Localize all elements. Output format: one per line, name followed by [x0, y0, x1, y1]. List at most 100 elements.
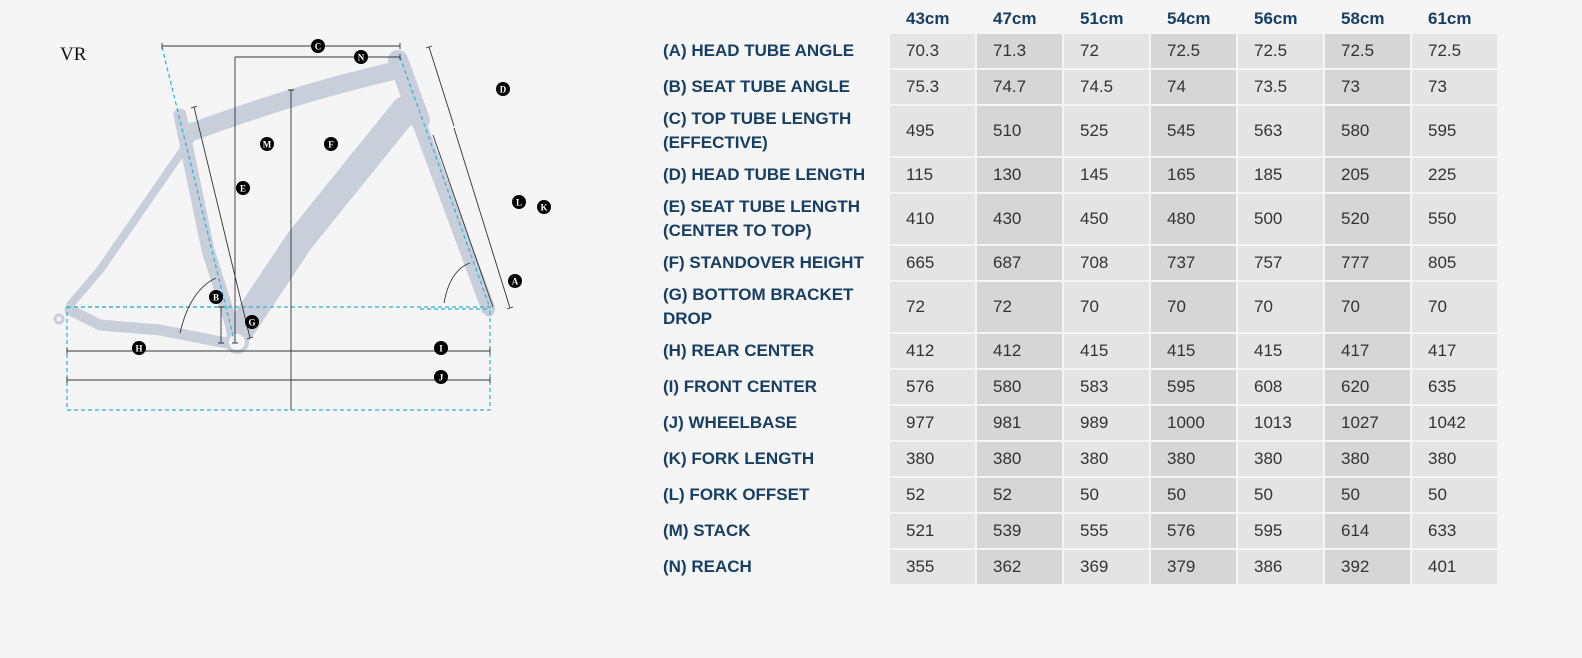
size-header-61cm: 61cm [1428, 9, 1472, 28]
table-cell-58cm: 392 [1325, 550, 1410, 584]
row-label: (H) REAR CENTER [663, 341, 815, 360]
table-cell-56cm: 415 [1238, 334, 1323, 368]
row-label: (E) SEAT TUBE LENGTH (CENTER TO TOP) [663, 197, 861, 240]
table-cell-61cm: 417 [1412, 334, 1497, 368]
table-cell-47cm: 539 [977, 514, 1062, 548]
table-cell-58cm: 205 [1325, 158, 1410, 192]
table-cell-58cm: 380 [1325, 442, 1410, 476]
table-cell-58cm: 777 [1325, 246, 1410, 280]
table-row: (A) HEAD TUBE ANGLE 70.3 71.3 72 72.5 72.5 72.… [662, 34, 1497, 68]
table-cell-61cm: 50 [1412, 478, 1497, 512]
table-cell-61cm: 635 [1412, 370, 1497, 404]
table-cell-47cm: 430 [977, 194, 1062, 244]
row-label: (B) SEAT TUBE ANGLE [663, 77, 850, 96]
table-cell-43cm: 115 [890, 158, 975, 192]
dimension-lines [66, 43, 514, 410]
table-row: (J) WHEELBASE 977 981 989 1000 1013 1027 1042 [662, 406, 1497, 440]
table-cell-47cm: 74.7 [977, 70, 1062, 104]
table-row: (L) FORK OFFSET 52 52 50 50 50 50 50 [662, 478, 1497, 512]
table-cell-61cm: 805 [1412, 246, 1497, 280]
table-cell-47cm: 71.3 [977, 34, 1062, 68]
table-row: (F) STANDOVER HEIGHT 665 687 708 737 757 777 80… [662, 246, 1497, 280]
table-cell-43cm: 75.3 [890, 70, 975, 104]
badge-g: G [245, 315, 259, 329]
table-cell-56cm: 595 [1238, 514, 1323, 548]
bike-frame [53, 50, 495, 354]
badge-j: J [434, 370, 448, 384]
badge-l: L [512, 195, 526, 209]
seat-stay [66, 136, 194, 309]
table-cell-56cm: 70 [1238, 282, 1323, 332]
table-cell-51cm: 555 [1064, 514, 1149, 548]
table-cell-54cm: 1000 [1151, 406, 1236, 440]
model-name: VR [60, 44, 87, 65]
table-cell-58cm: 520 [1325, 194, 1410, 244]
table-cell-51cm: 380 [1064, 442, 1149, 476]
dimension-badges: C N D M F E L K A B G H I J [132, 39, 551, 384]
table-row: (H) REAR CENTER 412 412 415 415 415 417 417 [662, 334, 1497, 368]
table-cell-61cm: 70 [1412, 282, 1497, 332]
table-cell-47cm: 380 [977, 442, 1062, 476]
badge-i: I [434, 341, 448, 355]
seat-tube [173, 108, 244, 349]
table-cell-54cm: 380 [1151, 442, 1236, 476]
table-cell-61cm: 380 [1412, 442, 1497, 476]
table-cell-43cm: 355 [890, 550, 975, 584]
svg-text:G: G [248, 318, 255, 328]
table-cell-51cm: 70 [1064, 282, 1149, 332]
svg-text:J: J [439, 373, 444, 383]
down-tube [226, 96, 419, 344]
table-cell-51cm: 525 [1064, 106, 1149, 156]
table-cell-61cm: 1042 [1412, 406, 1497, 440]
table-row: (I) FRONT CENTER 576 580 583 595 608 620 635 [662, 370, 1497, 404]
table-cell-54cm: 50 [1151, 478, 1236, 512]
row-label: (C) TOP TUBE LENGTH (EFFECTIVE) [663, 109, 852, 152]
table-cell-51cm: 415 [1064, 334, 1149, 368]
table-cell-61cm: 550 [1412, 194, 1497, 244]
table-row: (D) HEAD TUBE LENGTH 115 130 145 165 185 205 22… [662, 158, 1497, 192]
table-cell-47cm: 981 [977, 406, 1062, 440]
table-cell-51cm: 369 [1064, 550, 1149, 584]
table-cell-51cm: 72 [1064, 34, 1149, 68]
table-cell-61cm: 401 [1412, 550, 1497, 584]
table-cell-54cm: 545 [1151, 106, 1236, 156]
row-label: (F) STANDOVER HEIGHT [663, 253, 864, 272]
row-label: (N) REACH [663, 557, 752, 576]
table-cell-54cm: 576 [1151, 514, 1236, 548]
table-cell-56cm: 1013 [1238, 406, 1323, 440]
table-cell-54cm: 415 [1151, 334, 1236, 368]
table-cell-43cm: 665 [890, 246, 975, 280]
fork [411, 113, 495, 315]
table-cell-56cm: 185 [1238, 158, 1323, 192]
table-cell-43cm: 977 [890, 406, 975, 440]
badge-b: B [209, 290, 223, 304]
table-cell-51cm: 50 [1064, 478, 1149, 512]
table-cell-54cm: 737 [1151, 246, 1236, 280]
table-cell-51cm: 145 [1064, 158, 1149, 192]
table-cell-58cm: 580 [1325, 106, 1410, 156]
table-cell-56cm: 72.5 [1238, 34, 1323, 68]
size-header-47cm: 47cm [993, 9, 1037, 28]
table-cell-56cm: 757 [1238, 246, 1323, 280]
table-cell-51cm: 989 [1064, 406, 1149, 440]
row-label: (A) HEAD TUBE ANGLE [663, 41, 855, 60]
table-cell-47cm: 580 [977, 370, 1062, 404]
table-cell-61cm: 73 [1412, 70, 1497, 104]
badge-f: F [324, 137, 338, 151]
geometry-table: 43cm 47cm 51cm 54cm 56cm 58cm 61cm (A) HEAD TU… [660, 4, 1499, 586]
svg-text:C: C [315, 42, 322, 52]
svg-text:K: K [540, 203, 547, 213]
table-row: (B) SEAT TUBE ANGLE 75.3 74.7 74.5 74 73.5 73 7… [662, 70, 1497, 104]
table-cell-43cm: 521 [890, 514, 975, 548]
table-cell-54cm: 74 [1151, 70, 1236, 104]
table-cell-43cm: 52 [890, 478, 975, 512]
size-header-43cm: 43cm [906, 9, 950, 28]
table-cell-54cm: 595 [1151, 370, 1236, 404]
table-cell-47cm: 52 [977, 478, 1062, 512]
row-label: (K) FORK LENGTH [663, 449, 815, 468]
svg-text:F: F [328, 140, 334, 150]
table-cell-58cm: 72.5 [1325, 34, 1410, 68]
row-label: (J) WHEELBASE [663, 413, 798, 432]
table-row: (N) REACH 355 362 369 379 386 392 401 [662, 550, 1497, 584]
row-label: (M) STACK [663, 521, 751, 540]
